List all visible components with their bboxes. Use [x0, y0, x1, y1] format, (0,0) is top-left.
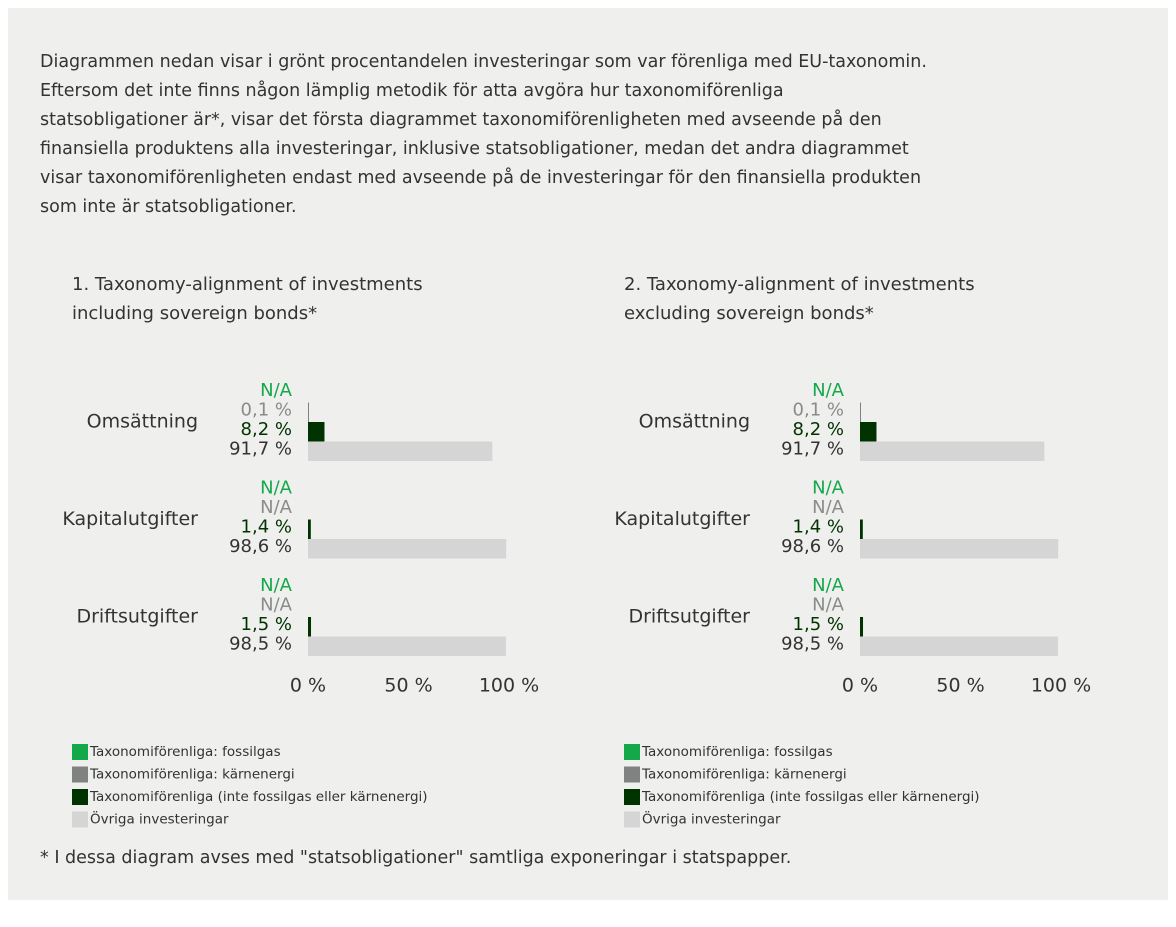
value-label: 91,7 %: [229, 438, 292, 459]
value-label: 1,4 %: [241, 516, 292, 537]
x-tick-label: 100 %: [1031, 675, 1091, 697]
bar: [860, 617, 864, 637]
legend-label: Taxonomiförenliga (inte fossilgas eller …: [641, 789, 980, 805]
category-label: Kapitalutgifter: [62, 508, 198, 530]
bar: [308, 441, 493, 461]
value-label: 0,1 %: [241, 399, 292, 420]
bar: [860, 519, 863, 539]
value-label: 98,5 %: [781, 633, 844, 654]
value-label: 1,5 %: [793, 614, 844, 635]
value-label: 98,5 %: [229, 633, 292, 654]
value-label: 8,2 %: [793, 419, 844, 440]
legend-label: Taxonomiförenliga: fossilgas: [641, 744, 833, 760]
legend-swatch: [72, 766, 88, 783]
value-label: N/A: [260, 575, 293, 596]
bar: [860, 402, 861, 422]
x-tick-label: 50 %: [384, 675, 432, 697]
x-tick-label: 50 %: [936, 675, 984, 697]
legend-swatch: [72, 811, 88, 828]
bar: [860, 636, 1058, 656]
legend-label: Taxonomiförenliga (inte fossilgas eller …: [89, 789, 428, 805]
value-label: 98,6 %: [781, 536, 844, 557]
bar: [860, 539, 1059, 559]
legend-label: Övriga investeringar: [642, 810, 781, 828]
legend-label: Taxonomiförenliga: kärnenergi: [641, 767, 847, 783]
category-label: Omsättning: [639, 411, 750, 433]
value-label: N/A: [812, 477, 845, 498]
value-label: 0,1 %: [793, 399, 844, 420]
category-label: Driftsutgifter: [76, 606, 198, 628]
value-label: N/A: [812, 594, 845, 615]
legend-swatch: [72, 789, 88, 805]
bar: [308, 636, 506, 656]
chart-title: 1. Taxonomy-alignment of investments inc…: [72, 274, 423, 324]
legend-label: Taxonomiförenliga: fossilgas: [89, 744, 281, 760]
value-label: 8,2 %: [241, 419, 292, 440]
footnote: * I dessa diagram avses med "statsobliga…: [40, 848, 792, 868]
bar: [860, 441, 1045, 461]
legend-swatch: [624, 766, 640, 783]
value-label: N/A: [812, 380, 845, 401]
bar: [308, 539, 507, 559]
bar: [308, 402, 309, 422]
bar: [308, 422, 325, 442]
value-label: 1,5 %: [241, 614, 292, 635]
legend-swatch: [624, 811, 640, 828]
value-label: N/A: [260, 497, 293, 518]
value-label: 1,4 %: [793, 516, 844, 537]
value-label: N/A: [812, 575, 845, 596]
bar: [308, 617, 312, 637]
legend-swatch: [624, 744, 640, 760]
legend-swatch: [72, 744, 88, 760]
chart-title: 2. Taxonomy-alignment of investments exc…: [624, 274, 975, 324]
bar: [308, 519, 311, 539]
value-label: N/A: [260, 594, 293, 615]
x-tick-label: 0 %: [842, 675, 878, 697]
legend-swatch: [624, 789, 640, 805]
value-label: 98,6 %: [229, 536, 292, 557]
bar: [860, 422, 877, 442]
intro-text: Diagrammen nedan visar i grönt procentan…: [40, 52, 927, 217]
legend-label: Övriga investeringar: [90, 810, 229, 828]
value-label: N/A: [812, 497, 845, 518]
value-label: 91,7 %: [781, 438, 844, 459]
category-label: Omsättning: [87, 411, 198, 433]
category-label: Driftsutgifter: [628, 606, 750, 628]
value-label: N/A: [260, 380, 293, 401]
category-label: Kapitalutgifter: [614, 508, 750, 530]
legend-label: Taxonomiförenliga: kärnenergi: [89, 767, 295, 783]
x-tick-label: 100 %: [479, 675, 539, 697]
value-label: N/A: [260, 477, 293, 498]
x-tick-label: 0 %: [290, 675, 326, 697]
